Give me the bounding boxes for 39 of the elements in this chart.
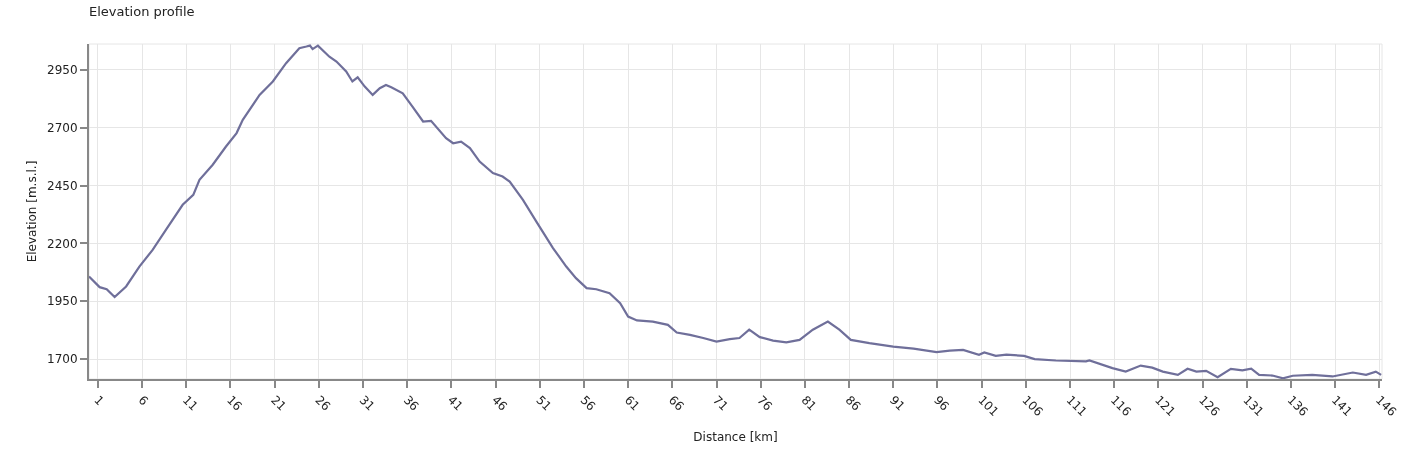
x-tick-label: 36 (400, 392, 422, 414)
y-tick-label: 1950 (47, 294, 78, 309)
x-tick-label: 86 (842, 392, 864, 414)
x-tick-label: 126 (1196, 392, 1223, 419)
x-tick-label: 141 (1328, 392, 1355, 419)
x-tick-label: 66 (665, 392, 687, 414)
x-tick-label: 136 (1284, 392, 1311, 419)
x-tick-label: 56 (577, 392, 599, 414)
x-tick-label: 31 (356, 392, 378, 414)
x-tick-label: 1 (91, 392, 107, 409)
x-tick-label: 116 (1107, 392, 1134, 419)
x-tick-label: 61 (621, 392, 643, 414)
x-tick-label: 16 (224, 392, 245, 414)
x-axis-title: Distance [km] (693, 430, 778, 445)
y-tick-label: 2200 (47, 236, 78, 251)
x-tick-label: 121 (1152, 392, 1179, 419)
x-tick-label: 6 (135, 392, 151, 409)
x-tick-label: 41 (445, 392, 466, 414)
x-tick-label: 106 (1019, 392, 1046, 419)
x-tick-label: 76 (754, 392, 776, 414)
x-tick-label: 131 (1240, 392, 1267, 419)
x-tick-label: 91 (886, 392, 908, 414)
y-tick-label: 2700 (47, 120, 78, 135)
x-tick-label: 21 (268, 392, 289, 414)
x-tick-label: 11 (179, 392, 201, 414)
chart-title: Elevation profile (89, 4, 195, 20)
x-tick-label: 71 (710, 392, 731, 414)
y-tick-label: 2450 (47, 178, 78, 193)
y-tick-label: 2950 (47, 63, 78, 78)
x-tick-label: 101 (975, 392, 1002, 419)
x-tick-label: 46 (489, 392, 510, 414)
x-tick-label: 111 (1063, 392, 1090, 419)
x-tick-label: 51 (533, 392, 555, 414)
x-tick-label: 26 (312, 392, 334, 414)
y-tick-label: 1700 (47, 352, 78, 367)
x-tick-label: 146 (1372, 392, 1400, 419)
y-axis-title: Elevation [m.s.l.] (24, 160, 39, 263)
x-tick-label: 81 (798, 392, 820, 414)
x-tick-label: 96 (931, 392, 952, 414)
